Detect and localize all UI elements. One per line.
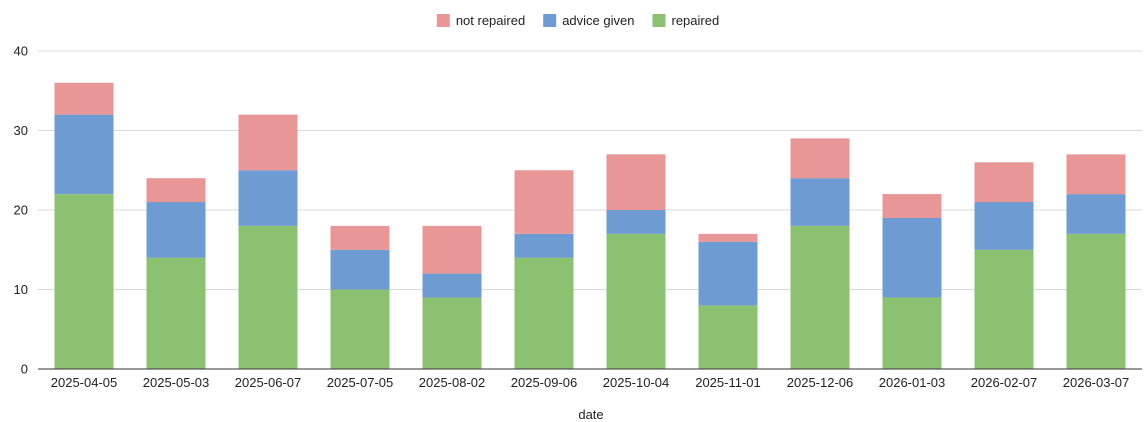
bar-segment-repaired: [330, 289, 390, 369]
x-tick-label: 2025-12-06: [787, 375, 854, 390]
x-tick-label: 2025-04-05: [51, 375, 118, 390]
bar-segment-advice-given: [790, 178, 850, 226]
bar-segment-not-repaired: [606, 154, 666, 210]
bar-segment-advice-given: [514, 233, 574, 258]
bar-segment-not-repaired: [1066, 154, 1126, 195]
legend-label: advice given: [562, 13, 634, 28]
x-tick-label: 2025-08-02: [419, 375, 486, 390]
bar-segment-repaired: [54, 194, 114, 369]
bar-segment-repaired: [882, 297, 942, 369]
y-tick-label: 30: [14, 123, 28, 138]
y-tick-label: 40: [14, 44, 28, 59]
x-tick-label: 2025-11-01: [695, 375, 761, 390]
y-tick-label: 20: [14, 203, 28, 218]
legend: not repaired advice given repaired: [436, 13, 719, 28]
legend-swatch: [436, 14, 450, 27]
x-axis-title: date: [578, 407, 603, 422]
bar-segment-not-repaired: [146, 178, 206, 203]
gridlines: [38, 50, 1142, 290]
bar-segment-advice-given: [698, 241, 758, 306]
axes: 0 10 20 30 40 2025-04-05 2025-05-03 2025-06-07 2…: [14, 44, 1142, 390]
bar-segment-advice-given: [882, 217, 942, 298]
bars: [54, 82, 1126, 369]
bar-segment-repaired: [974, 249, 1034, 369]
legend-label: repaired: [671, 13, 719, 28]
x-tick-label: 2026-02-07: [971, 375, 1038, 390]
x-tick-label: 2025-10-04: [603, 375, 670, 390]
legend-label: not repaired: [456, 13, 525, 28]
bar-segment-advice-given: [238, 170, 298, 226]
legend-swatch: [543, 14, 557, 27]
x-tick-label: 2026-01-03: [879, 375, 946, 390]
bar-segment-not-repaired: [330, 225, 390, 250]
bar-segment-repaired: [606, 233, 666, 369]
bar-segment-repaired: [422, 297, 482, 369]
bar-segment-repaired: [514, 257, 574, 369]
bar-segment-not-repaired: [422, 225, 482, 274]
x-tick-label: 2025-09-06: [511, 375, 578, 390]
bar-segment-advice-given: [330, 249, 390, 290]
bar-segment-not-repaired: [882, 194, 942, 218]
bar-segment-repaired: [146, 257, 206, 369]
bar-segment-advice-given: [1066, 194, 1126, 234]
y-tick-label: 10: [14, 282, 28, 297]
x-tick-label: 2025-07-05: [327, 375, 394, 390]
bar-segment-repaired: [790, 225, 850, 369]
bar-segment-repaired: [238, 225, 298, 369]
bar-segment-not-repaired: [790, 138, 850, 179]
x-tick-label: 2025-06-07: [235, 375, 302, 390]
bar-segment-advice-given: [146, 202, 206, 258]
bar-segment-repaired: [1066, 233, 1126, 369]
bar-segment-advice-given: [606, 210, 666, 234]
bar-segment-not-repaired: [238, 114, 298, 171]
legend-swatch: [652, 14, 666, 27]
bar-segment-advice-given: [54, 114, 114, 195]
x-tick-label: 2026-03-07: [1063, 375, 1130, 390]
bar-segment-advice-given: [974, 202, 1034, 250]
bar-segment-repaired: [698, 305, 758, 369]
bar-segment-not-repaired: [698, 233, 758, 242]
bar-segment-not-repaired: [54, 82, 114, 115]
y-tick-label: 0: [21, 362, 28, 377]
bar-segment-not-repaired: [974, 162, 1034, 203]
x-tick-label: 2025-05-03: [143, 375, 210, 390]
bar-segment-not-repaired: [514, 170, 574, 234]
bar-segment-advice-given: [422, 273, 482, 298]
